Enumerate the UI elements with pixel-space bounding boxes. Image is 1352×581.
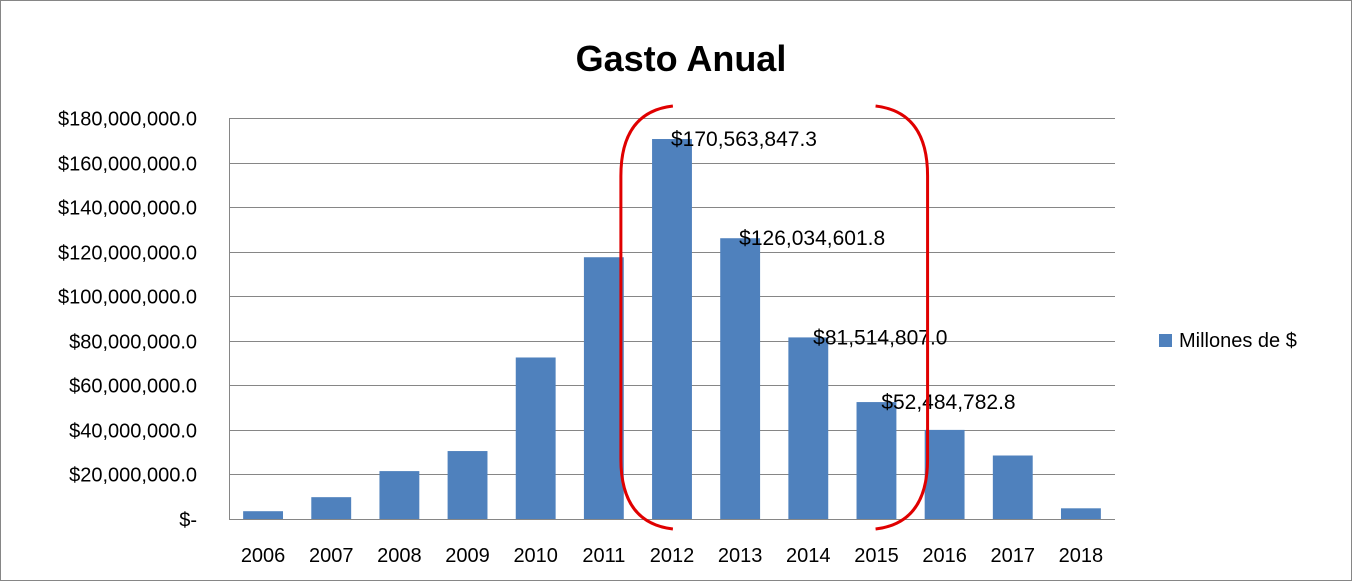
highlight-annotation xyxy=(619,104,930,531)
y-tick-label: $180,000,000.0 xyxy=(58,109,197,131)
x-tick-label: 2013 xyxy=(718,545,763,567)
data-label-2014: $81,514,807.0 xyxy=(813,326,947,349)
bar-2010 xyxy=(515,357,556,519)
y-tick-label: $80,000,000.0 xyxy=(69,332,197,354)
bar-2017 xyxy=(992,455,1033,519)
bars xyxy=(243,139,1101,520)
legend-label: Millones de $ xyxy=(1179,330,1297,352)
x-tick-label: 2007 xyxy=(309,545,354,567)
x-tick-label: 2009 xyxy=(445,545,490,567)
highlight-bracket-right xyxy=(875,104,930,531)
bar-2012 xyxy=(652,139,692,519)
x-tick-label: 2016 xyxy=(922,545,967,567)
bar-2008 xyxy=(379,471,420,519)
bar-2013 xyxy=(720,238,761,520)
bar-2014 xyxy=(788,337,829,519)
y-tick-label: $160,000,000.0 xyxy=(58,154,197,176)
x-tick-label: 2018 xyxy=(1059,545,1104,567)
legend: Millones de $ xyxy=(1159,330,1297,352)
data-labels: $170,563,847.3 $126,034,601.8 $81,514,807.… xyxy=(671,128,1016,414)
bar-2007 xyxy=(311,497,352,519)
y-tick-label: $40,000,000.0 xyxy=(69,421,197,443)
y-tick-label: $20,000,000.0 xyxy=(69,465,197,487)
y-tick-label: $- xyxy=(179,510,197,532)
chart-title: Gasto Anual xyxy=(576,38,787,79)
x-tick-label: 2012 xyxy=(650,545,695,567)
bar-2018 xyxy=(1060,508,1101,519)
x-tick-label: 2010 xyxy=(513,545,558,567)
data-label-2012: $170,563,847.3 xyxy=(671,128,817,151)
bar-2016 xyxy=(924,429,965,519)
bar-2015 xyxy=(856,402,897,519)
x-tick-label: 2006 xyxy=(241,545,286,567)
y-axis-ticks: $- $20,000,000.0 $40,000,000.0 $60,000,000.… xyxy=(58,109,197,532)
x-tick-label: 2017 xyxy=(991,545,1036,567)
y-tick-label: $60,000,000.0 xyxy=(69,376,197,398)
bar-2009 xyxy=(447,451,488,519)
x-tick-label: 2015 xyxy=(854,545,899,567)
x-axis-ticks: 2006 2007 2008 2009 2010 2011 2012 2013 2014 2015… xyxy=(241,545,1103,567)
data-label-2015: $52,484,782.8 xyxy=(881,391,1015,414)
y-tick-label: $140,000,000.0 xyxy=(58,198,197,220)
data-label-2013: $126,034,601.8 xyxy=(739,227,885,250)
x-tick-label: 2011 xyxy=(582,545,625,567)
highlight-bracket-left xyxy=(619,104,674,531)
y-tick-label: $100,000,000.0 xyxy=(58,287,197,309)
y-tick-label: $120,000,000.0 xyxy=(58,243,197,265)
x-tick-label: 2008 xyxy=(377,545,422,567)
bar-2006 xyxy=(243,511,284,519)
bar-2011 xyxy=(583,257,624,519)
x-tick-label: 2014 xyxy=(786,545,831,567)
legend-swatch xyxy=(1159,334,1172,347)
